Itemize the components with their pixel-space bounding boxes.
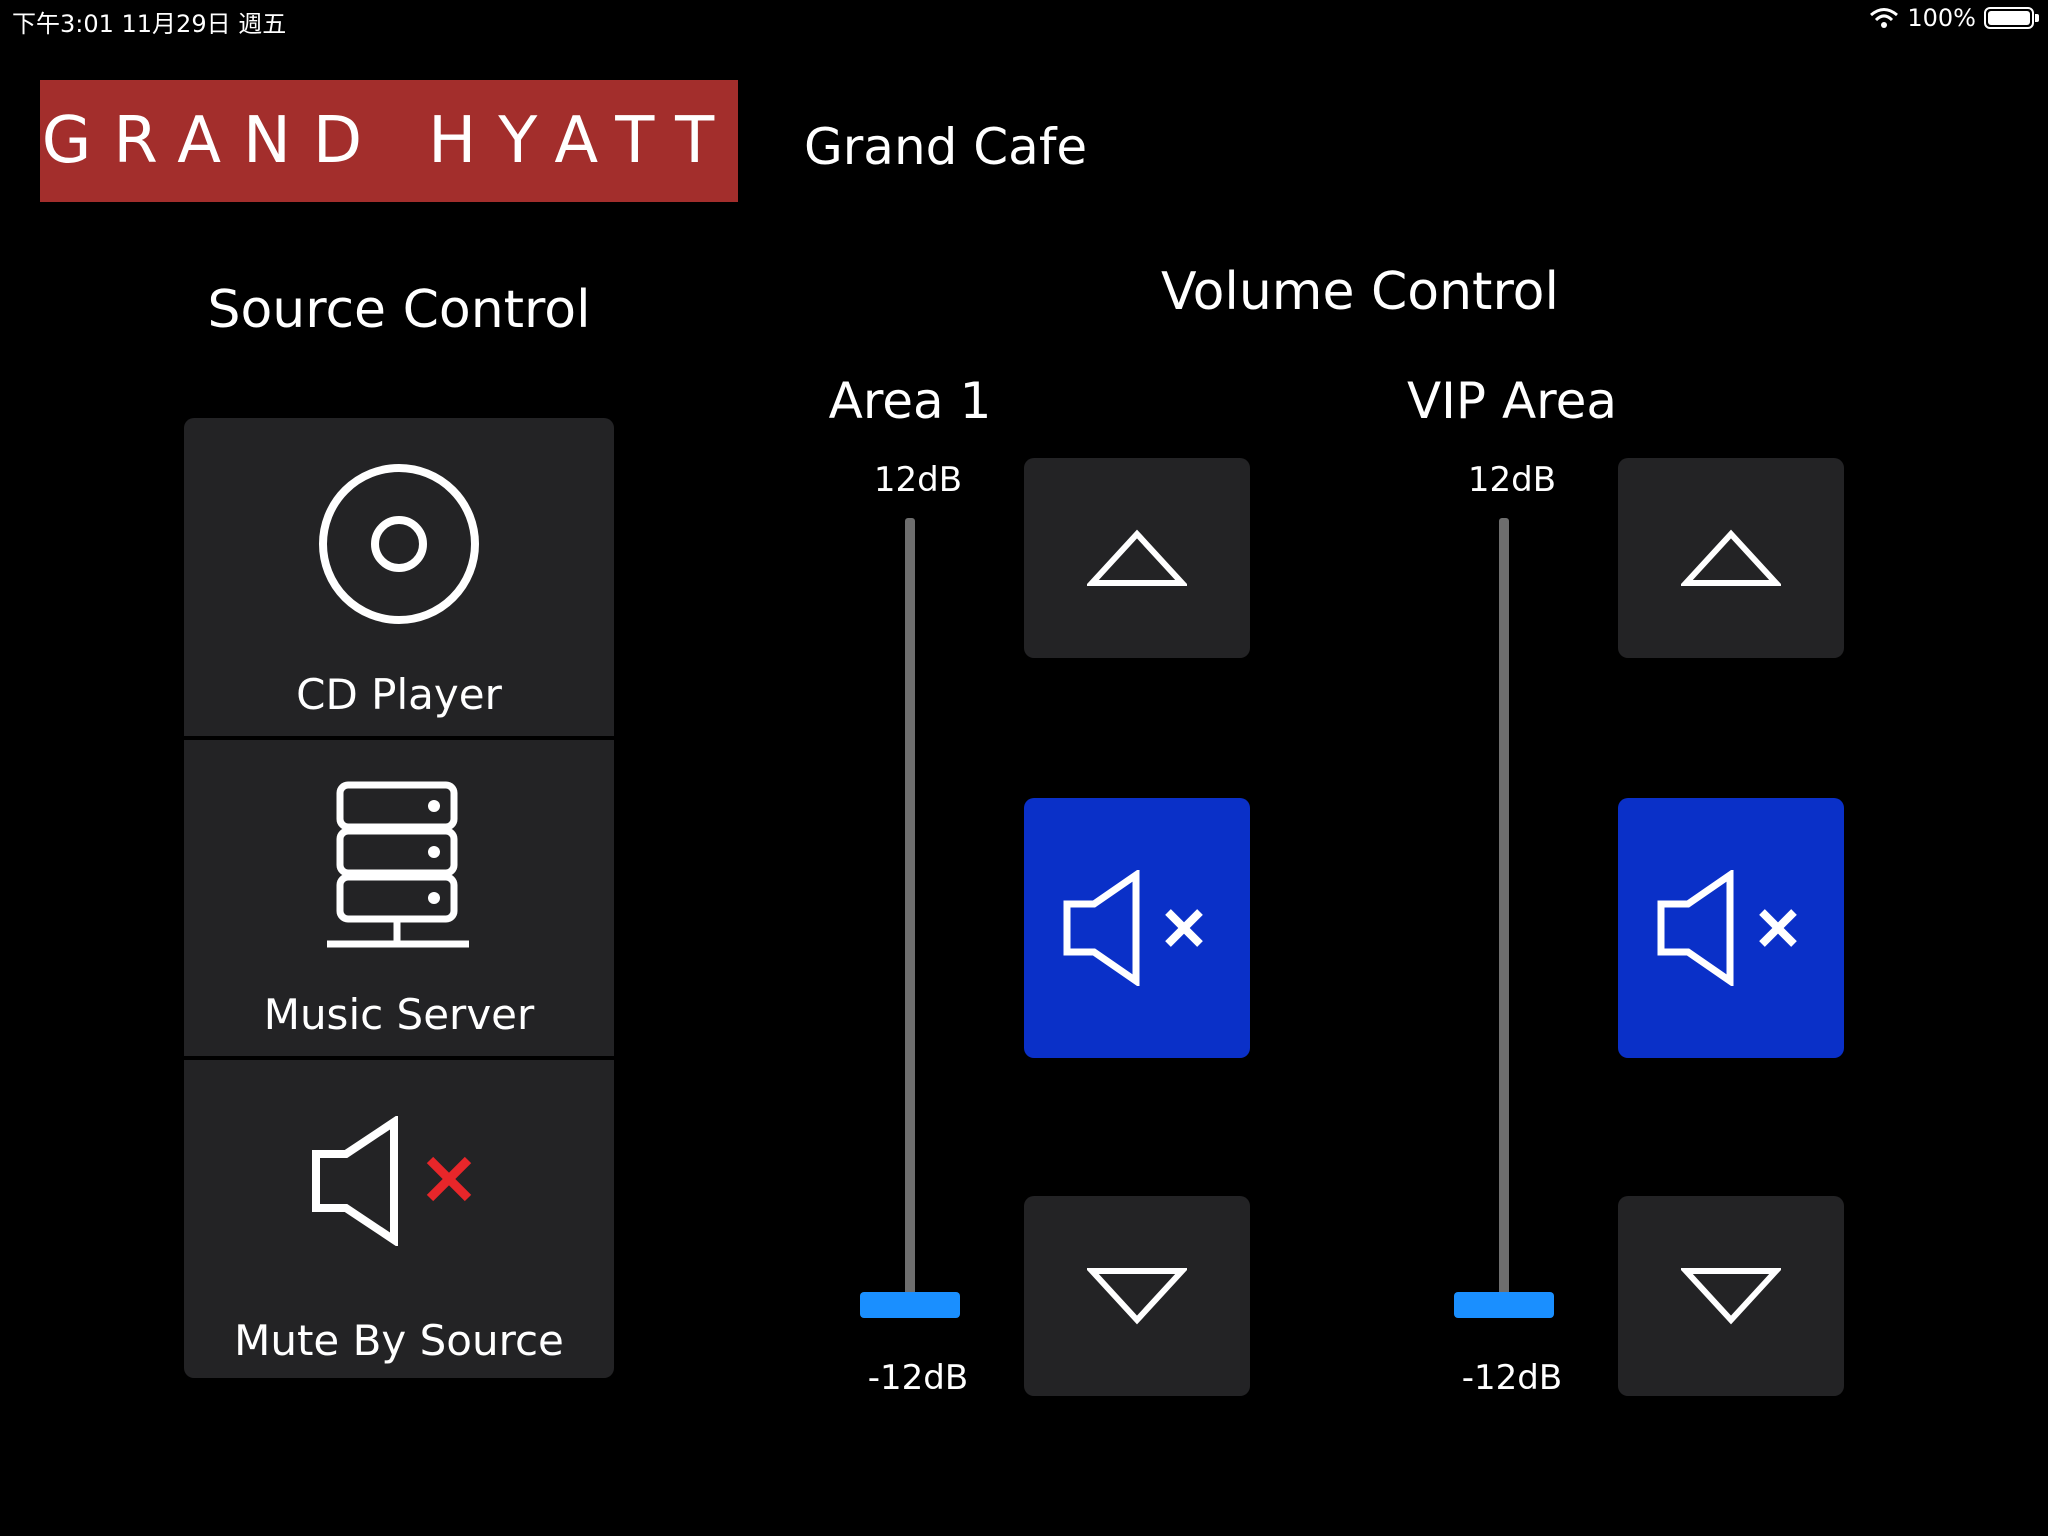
area1-volume-up-button[interactable] xyxy=(1024,458,1250,658)
battery-percent: 100% xyxy=(1907,4,1976,32)
area1-slider-thumb[interactable] xyxy=(860,1292,960,1318)
triangle-down-icon xyxy=(1681,1268,1781,1325)
source-mute-by-source-label: Mute By Source xyxy=(234,1316,564,1365)
triangle-up-icon xyxy=(1681,529,1781,586)
vip-area-volume-down-button[interactable] xyxy=(1618,1196,1844,1396)
vip-area-min-label: -12dB xyxy=(1461,1358,1563,1398)
area1-max-label: 12dB xyxy=(873,460,963,500)
area1-heading: Area 1 xyxy=(828,372,992,430)
volume-control-heading: Volume Control xyxy=(1161,262,1559,322)
logo-right-word: HYATT xyxy=(428,104,737,178)
battery-icon xyxy=(1984,7,2039,29)
cd-icon xyxy=(319,464,479,624)
area1-mute-button[interactable] xyxy=(1024,798,1250,1058)
status-indicators: 100% xyxy=(1869,4,2039,32)
area1-slider-track[interactable] xyxy=(905,518,915,1314)
vip-area-max-label: 12dB xyxy=(1467,460,1557,500)
area1-min-label: -12dB xyxy=(867,1358,969,1398)
source-mute-by-source-button[interactable]: Mute By Source xyxy=(184,1060,614,1378)
triangle-down-icon xyxy=(1087,1268,1187,1325)
logo-left-word: GRAND xyxy=(41,104,385,178)
venue-title: Grand Cafe xyxy=(804,118,1088,176)
source-cd-player-button[interactable]: CD Player xyxy=(184,418,614,736)
wifi-icon xyxy=(1870,8,1899,28)
vip-area-slider-track[interactable] xyxy=(1499,518,1509,1314)
vip-area-heading: VIP Area xyxy=(1406,372,1618,430)
source-control-heading: Source Control xyxy=(207,280,591,340)
vip-area-mute-button[interactable] xyxy=(1618,798,1844,1058)
area1-volume-down-button[interactable] xyxy=(1024,1196,1250,1396)
speaker-mute-icon xyxy=(312,1116,472,1246)
source-music-server-label: Music Server xyxy=(263,990,535,1039)
vip-area-volume-up-button[interactable] xyxy=(1618,458,1844,658)
vip-area-slider-thumb[interactable] xyxy=(1454,1292,1554,1318)
server-icon xyxy=(327,781,469,948)
speaker-mute-icon xyxy=(1063,870,1203,986)
triangle-up-icon xyxy=(1087,529,1187,586)
status-time-date: 下午3:01 11月29日 週五 xyxy=(12,10,287,38)
source-cd-player-label: CD Player xyxy=(296,670,502,719)
speaker-mute-icon xyxy=(1657,870,1797,986)
source-music-server-button[interactable]: Music Server xyxy=(184,740,614,1056)
grand-hyatt-logo: GRAND HYATT xyxy=(40,80,738,202)
